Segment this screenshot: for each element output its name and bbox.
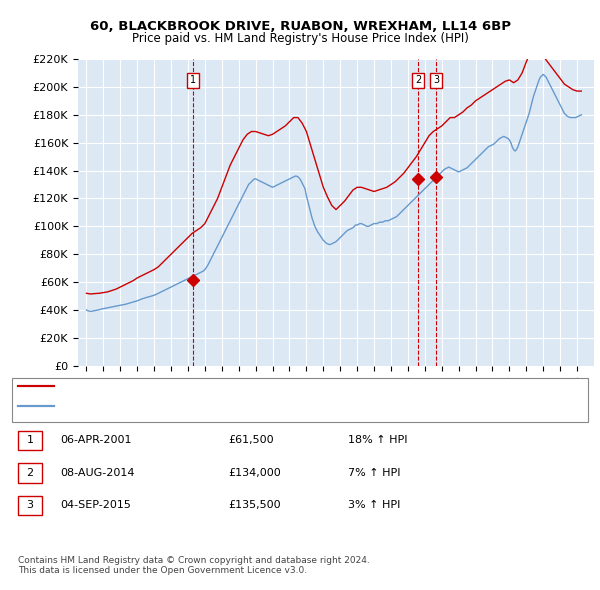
Text: 7% ↑ HPI: 7% ↑ HPI	[348, 468, 401, 477]
Text: 3: 3	[433, 76, 439, 86]
Text: £134,000: £134,000	[228, 468, 281, 477]
Text: 08-AUG-2014: 08-AUG-2014	[60, 468, 134, 477]
Text: 1: 1	[26, 435, 34, 445]
Text: 2: 2	[415, 76, 421, 86]
Text: 2: 2	[26, 468, 34, 477]
Text: 60, BLACKBROOK DRIVE, RUABON, WREXHAM, LL14 6BP (semi-detached house): 60, BLACKBROOK DRIVE, RUABON, WREXHAM, L…	[60, 382, 453, 391]
Text: HPI: Average price, semi-detached house, Wrexham: HPI: Average price, semi-detached house,…	[60, 401, 314, 411]
Text: 60, BLACKBROOK DRIVE, RUABON, WREXHAM, LL14 6BP: 60, BLACKBROOK DRIVE, RUABON, WREXHAM, L…	[89, 20, 511, 33]
Text: HPI: Average price, semi-detached house, Wrexham: HPI: Average price, semi-detached house,…	[60, 401, 314, 411]
Text: 1: 1	[190, 76, 196, 86]
Text: Contains HM Land Registry data © Crown copyright and database right 2024.
This d: Contains HM Land Registry data © Crown c…	[18, 556, 370, 575]
Text: 04-SEP-2015: 04-SEP-2015	[60, 500, 131, 510]
Text: 06-APR-2001: 06-APR-2001	[60, 435, 131, 445]
Text: £135,500: £135,500	[228, 500, 281, 510]
Text: 3: 3	[26, 500, 34, 510]
Text: Price paid vs. HM Land Registry's House Price Index (HPI): Price paid vs. HM Land Registry's House …	[131, 32, 469, 45]
Text: 18% ↑ HPI: 18% ↑ HPI	[348, 435, 407, 445]
Text: 3% ↑ HPI: 3% ↑ HPI	[348, 500, 400, 510]
Text: 60, BLACKBROOK DRIVE, RUABON, WREXHAM, LL14 6BP (semi-detached house): 60, BLACKBROOK DRIVE, RUABON, WREXHAM, L…	[60, 382, 453, 391]
Text: £61,500: £61,500	[228, 435, 274, 445]
